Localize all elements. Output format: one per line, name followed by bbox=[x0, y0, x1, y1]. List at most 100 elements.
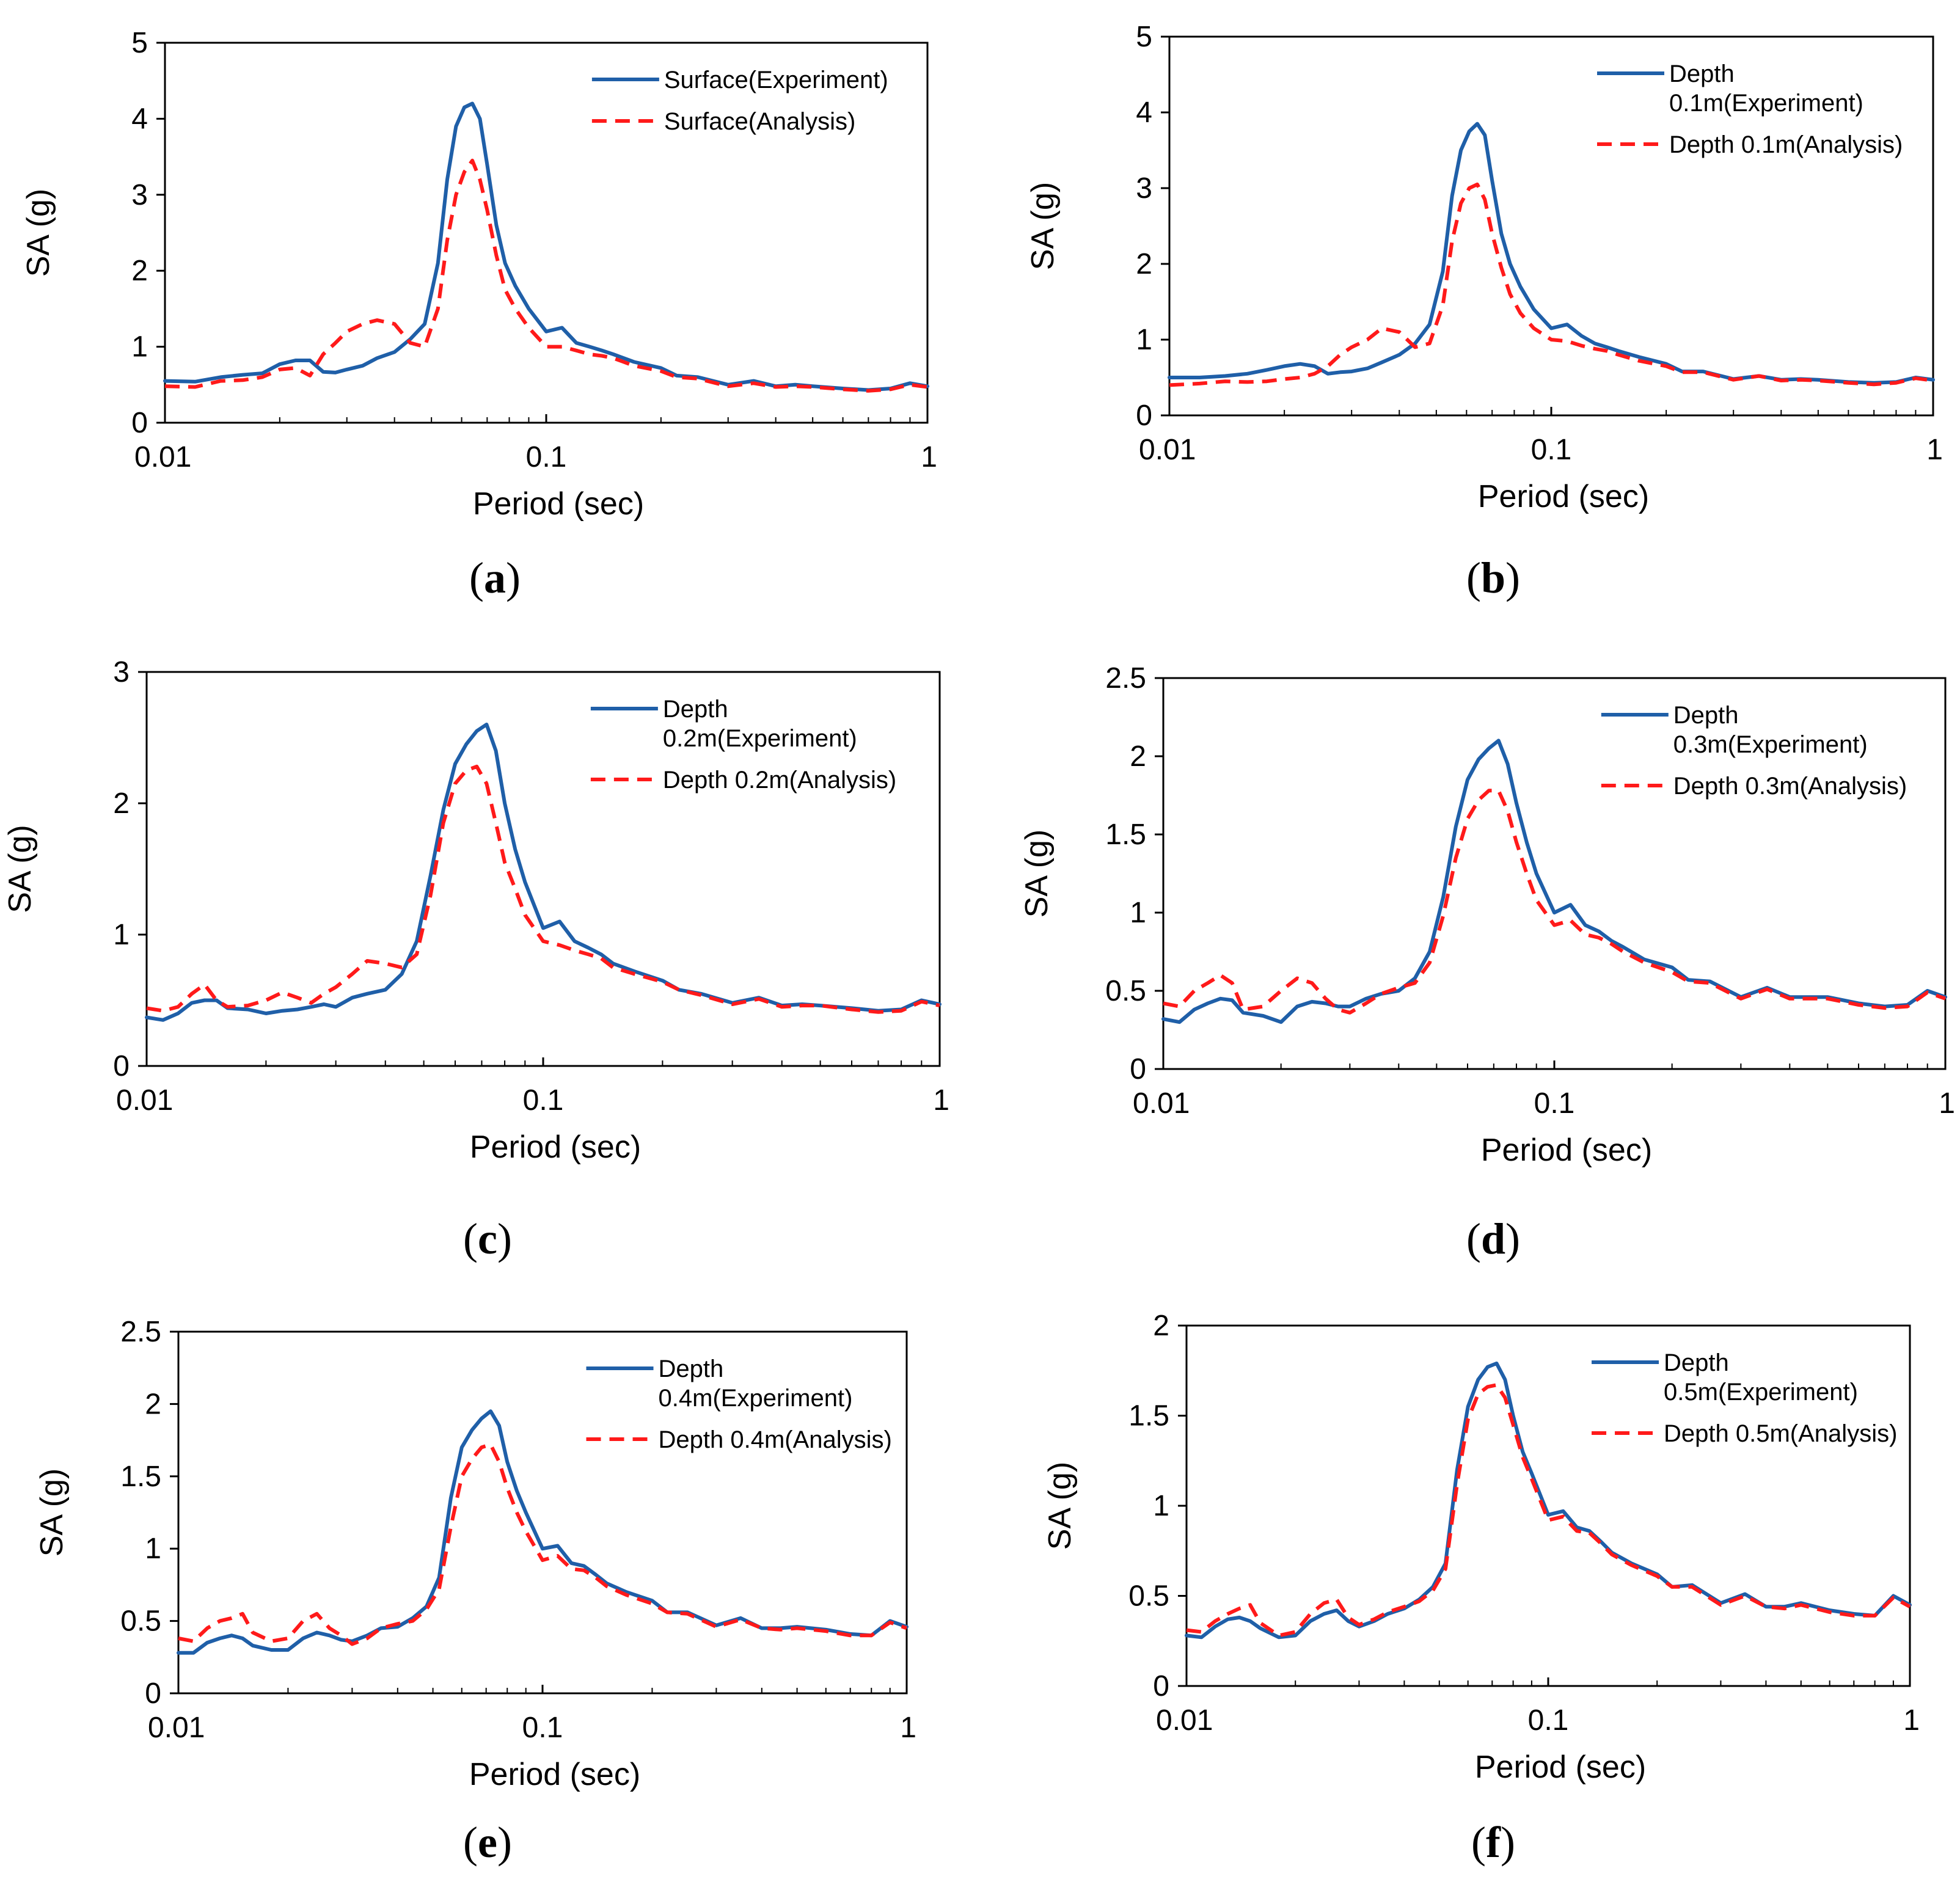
y-tick-label: 4 bbox=[131, 103, 148, 135]
caption-paren: ) bbox=[497, 1818, 512, 1867]
caption-paren: ( bbox=[1466, 553, 1481, 602]
x-tick-label: 0.01 bbox=[134, 441, 191, 473]
caption-letter: a bbox=[484, 553, 506, 602]
y-tick-label: 2 bbox=[145, 1388, 161, 1420]
legend-label-analysis: Depth 0.3m(Analysis) bbox=[1673, 773, 1907, 800]
x-tick-label: 1 bbox=[1926, 434, 1943, 466]
caption-letter: f bbox=[1486, 1818, 1501, 1867]
chart-panel-d: 0 0.5 1 1.5 2 2.5 0.01 0.1 1 Period (sec) SA (g) De… bbox=[1019, 662, 1955, 1263]
x-tick-label: 0.01 bbox=[1156, 1704, 1213, 1737]
legend-label-experiment: 0.2m(Experiment) bbox=[663, 725, 857, 752]
y-tick-label: 1 bbox=[131, 331, 148, 363]
chart-panel-c: 0 1 2 3 0.01 0.1 1 Period (sec) SA (g) Depth0.2m(… bbox=[2, 656, 949, 1263]
panel-caption: (b) bbox=[1466, 553, 1520, 602]
legend-label-analysis: Depth 0.2m(Analysis) bbox=[663, 767, 896, 794]
legend-label-experiment: 0.3m(Experiment) bbox=[1673, 731, 1868, 758]
y-tick-label: 1.5 bbox=[120, 1461, 161, 1493]
legend-label-analysis: Depth 0.5m(Analysis) bbox=[1664, 1420, 1897, 1447]
x-tick-label: 0.01 bbox=[1133, 1087, 1190, 1120]
y-tick-label: 1.5 bbox=[1128, 1400, 1169, 1432]
y-axis-label: SA (g) bbox=[34, 1469, 70, 1557]
x-tick-label: 0.01 bbox=[116, 1084, 173, 1117]
y-tick-label: 3 bbox=[131, 179, 148, 211]
x-tick-label: 1 bbox=[1939, 1087, 1955, 1120]
x-tick-label: 0.1 bbox=[526, 441, 567, 473]
y-axis-label: SA (g) bbox=[2, 825, 38, 913]
series-line-experiment bbox=[163, 101, 929, 392]
panel-caption: (d) bbox=[1466, 1214, 1520, 1263]
x-tick-label: 0.1 bbox=[1534, 1087, 1575, 1120]
y-tick-label: 2.5 bbox=[1105, 662, 1146, 695]
y-tick-label: 0 bbox=[145, 1677, 161, 1710]
caption-paren: ( bbox=[469, 553, 484, 602]
series-line-experiment bbox=[177, 1409, 909, 1655]
x-tick-label: 1 bbox=[933, 1084, 949, 1117]
chart-panel-e: 0 0.5 1 1.5 2 2.5 0.01 0.1 1 Period (sec) SA (g) De… bbox=[34, 1316, 916, 1867]
chart-panel-b: 0 1 2 3 4 5 0.01 0.1 1 Period (sec) SA (g) Depth 0.1… bbox=[1025, 21, 1943, 602]
x-tick-label: 0.01 bbox=[148, 1712, 205, 1744]
legend: Surface(Experiment) Surface(Analysis) bbox=[591, 67, 888, 135]
caption-paren: ) bbox=[1505, 1214, 1520, 1263]
y-axis-label: SA (g) bbox=[1042, 1462, 1078, 1550]
series-line-analysis bbox=[1169, 182, 1934, 387]
y-tick-label: 3 bbox=[1136, 172, 1152, 205]
legend-label-analysis: Depth 0.1m(Analysis) bbox=[1669, 131, 1903, 158]
caption-letter: c bbox=[478, 1214, 497, 1263]
y-tick-label: 4 bbox=[1136, 97, 1152, 129]
caption-paren: ( bbox=[463, 1818, 478, 1867]
x-axis-label: Period (sec) bbox=[470, 1129, 641, 1165]
x-tick-label: 0.1 bbox=[522, 1712, 563, 1744]
x-axis-label: Period (sec) bbox=[1478, 479, 1649, 514]
y-axis-label: SA (g) bbox=[1025, 182, 1061, 271]
series-line-experiment bbox=[1168, 122, 1935, 385]
caption-paren: ) bbox=[1505, 553, 1520, 602]
caption-paren: ( bbox=[1471, 1818, 1486, 1867]
series-line-experiment bbox=[1185, 1361, 1912, 1640]
caption-paren: ) bbox=[497, 1214, 512, 1263]
y-tick-label: 2 bbox=[131, 255, 148, 287]
y-tick-label: 5 bbox=[1136, 21, 1152, 53]
chart-panel-a: 0 1 2 3 4 5 0.01 0.1 1 Period (sec) SA (g) Surface(… bbox=[21, 27, 937, 602]
y-tick-label: 2 bbox=[113, 787, 130, 820]
x-axis-label: Period (sec) bbox=[1475, 1750, 1646, 1785]
caption-letter: e bbox=[478, 1818, 497, 1867]
caption-letter: d bbox=[1481, 1214, 1505, 1263]
legend-label-analysis: Depth 0.4m(Analysis) bbox=[659, 1426, 892, 1453]
x-tick-label: 1 bbox=[900, 1712, 916, 1744]
y-tick-label: 0 bbox=[131, 407, 148, 439]
y-tick-label: 0.5 bbox=[1105, 975, 1146, 1007]
y-tick-label: 1 bbox=[113, 919, 130, 951]
legend-label-analysis: Surface(Analysis) bbox=[664, 108, 855, 135]
y-tick-label: 1 bbox=[1136, 324, 1152, 356]
x-tick-label: 0.1 bbox=[523, 1084, 564, 1117]
y-tick-label: 0 bbox=[1136, 400, 1152, 432]
legend-label-experiment: Depth bbox=[1673, 702, 1739, 729]
x-tick-label: 0.1 bbox=[1531, 434, 1572, 466]
legend-label-experiment: Depth bbox=[663, 696, 728, 723]
series-line-analysis bbox=[164, 158, 928, 393]
y-tick-label: 0.5 bbox=[120, 1605, 161, 1638]
y-axis-label: SA (g) bbox=[21, 189, 56, 277]
x-axis-label: Period (sec) bbox=[469, 1757, 640, 1792]
caption-paren: ) bbox=[506, 553, 521, 602]
legend: Depth 0.5m(Experiment) Depth 0.5m(Analysis… bbox=[1592, 1349, 1897, 1447]
series-line-analysis bbox=[1163, 789, 1946, 1015]
y-tick-label: 0.5 bbox=[1128, 1580, 1169, 1613]
y-tick-label: 5 bbox=[131, 27, 148, 59]
caption-paren: ( bbox=[463, 1214, 478, 1263]
panel-caption: (c) bbox=[463, 1214, 512, 1263]
caption-paren: ) bbox=[1501, 1818, 1515, 1867]
legend-label-experiment: Depth bbox=[659, 1355, 724, 1382]
y-tick-label: 1 bbox=[1153, 1490, 1169, 1522]
x-tick-label: 0.01 bbox=[1139, 434, 1196, 466]
y-tick-label: 3 bbox=[113, 656, 130, 688]
y-tick-label: 0 bbox=[1153, 1670, 1169, 1702]
y-tick-label: 0 bbox=[113, 1050, 130, 1082]
y-tick-label: 2.5 bbox=[120, 1316, 161, 1348]
legend-label-experiment: Surface(Experiment) bbox=[664, 67, 888, 93]
legend-label-experiment: 0.1m(Experiment) bbox=[1669, 90, 1863, 117]
caption-letter: b bbox=[1481, 553, 1505, 602]
y-tick-label: 0 bbox=[1130, 1053, 1146, 1085]
